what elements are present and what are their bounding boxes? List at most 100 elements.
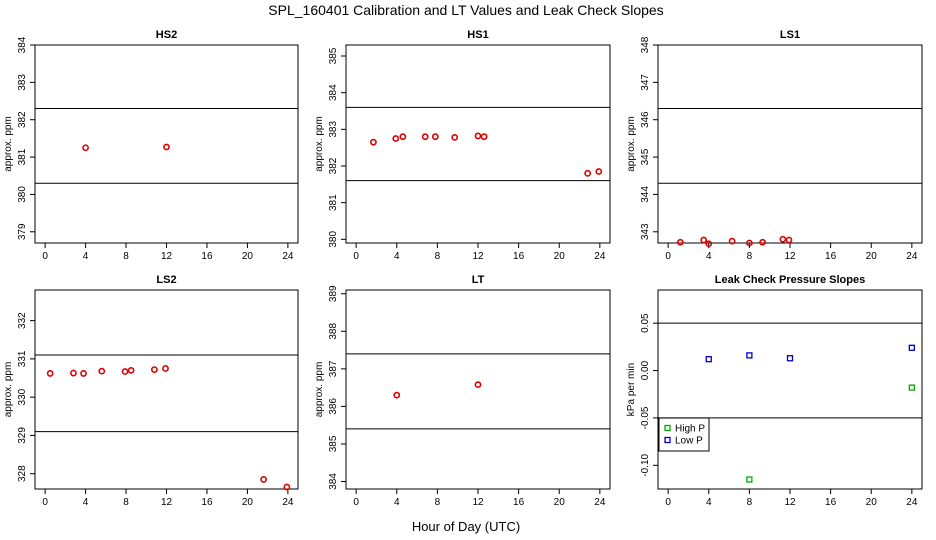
panel-6: Leak Check Pressure Slopes 0 4 8 12 16 20 24 -0.…	[626, 274, 923, 508]
data-point	[46, 370, 54, 377]
x-tick-label: 12	[161, 497, 173, 508]
y-tick-label: 384	[17, 36, 28, 53]
panel-title: LS2	[156, 274, 176, 286]
x-tick-label: 0	[665, 497, 671, 508]
y-tick-label: 346	[640, 111, 651, 128]
y-tick-label: -0.05	[640, 406, 651, 429]
y-tick-label: 384	[328, 84, 339, 101]
x-tick-label: 0	[353, 251, 359, 262]
x-tick-label: 0	[42, 497, 48, 508]
data-point	[163, 143, 170, 151]
x-tick-label: 24	[906, 251, 918, 262]
y-tick-label: 330	[17, 388, 28, 405]
y-tick-label: 388	[328, 323, 339, 340]
x-tick-label: 12	[784, 251, 796, 262]
x-tick-label: 24	[282, 497, 294, 508]
y-axis-label: approx. ppm	[314, 116, 325, 172]
x-tick-label: 0	[665, 251, 671, 262]
data-point-low-p	[908, 344, 915, 351]
x-tick-label: 8	[123, 497, 129, 508]
y-tick-label: 343	[640, 223, 651, 240]
x-tick-label: 20	[554, 497, 566, 508]
panel-1: HS2 0 4 8 12 16 20 24 379 380 381 382 383 384 approx. …	[3, 29, 299, 262]
x-tick-label: 16	[201, 251, 213, 262]
data-point	[121, 368, 129, 375]
x-tick-label: 20	[866, 251, 878, 262]
data-point	[595, 168, 603, 175]
panel-4: LS2 0 4 8 12 16 20 24 328 329 330 331 332 approx. ppm	[3, 274, 299, 508]
legend-marker-high-p	[664, 424, 671, 432]
x-tick-label: 8	[747, 497, 753, 508]
data-point	[421, 133, 429, 141]
panel-5: LT 0 4 8 12 16 20 24 384 385 386 387 388 389 approx. p…	[314, 274, 611, 508]
x-tick-label: 4	[706, 251, 712, 262]
figure-title: SPL_160401 Calibration and LT Values and…	[268, 2, 663, 18]
data-point	[474, 381, 482, 389]
y-tick-label: 383	[328, 121, 339, 138]
y-tick-label: 381	[17, 148, 28, 165]
y-tick-label: 385	[328, 47, 339, 64]
data-point	[150, 366, 158, 373]
panel-3: LS1 0 4 8 12 16 20 24 343 344 345 346 347 348 approx. …	[626, 29, 923, 262]
x-tick-label: 16	[513, 251, 525, 262]
y-axis-label: approx. ppm	[314, 362, 325, 418]
data-point	[474, 132, 482, 140]
data-point	[392, 135, 400, 142]
data-point	[98, 367, 106, 375]
data-point	[451, 133, 459, 141]
data-point	[431, 133, 439, 141]
panel-title: HS1	[467, 29, 488, 41]
x-tick-label: 12	[784, 497, 796, 508]
x-tick-label: 4	[394, 497, 400, 508]
legend-label: High P	[675, 424, 705, 435]
legend-label: Low P	[675, 436, 703, 447]
x-tick-label: 8	[123, 251, 129, 262]
y-tick-label: 331	[17, 350, 28, 367]
x-tick-label: 16	[825, 497, 837, 508]
data-point	[370, 138, 377, 146]
data-point-low-p	[786, 355, 794, 362]
y-tick-label: 382	[17, 111, 28, 128]
y-tick-label: 386	[328, 398, 339, 415]
data-point-high-p	[746, 476, 753, 483]
y-tick-label: 384	[328, 473, 339, 490]
data-point	[399, 133, 407, 141]
data-point	[676, 238, 684, 246]
y-tick-label: 389	[328, 285, 339, 302]
y-tick-label: 328	[17, 465, 28, 482]
data-point	[283, 483, 291, 491]
y-axis-label: approx. ppm	[3, 116, 14, 172]
x-tick-label: 24	[594, 251, 606, 262]
y-tick-label: 0.00	[640, 360, 651, 380]
x-tick-label: 20	[866, 497, 878, 508]
x-tick-label: 20	[242, 251, 254, 262]
x-tick-label: 16	[825, 251, 837, 262]
y-tick-label: 348	[640, 36, 651, 53]
y-tick-label: 380	[17, 186, 28, 203]
y-tick-label: 332	[17, 312, 28, 329]
x-tick-label: 0	[353, 497, 359, 508]
y-tick-label: 345	[640, 148, 651, 165]
y-axis-label: approx. ppm	[3, 362, 14, 418]
data-point	[779, 235, 787, 243]
data-point	[759, 238, 766, 246]
legend-marker-low-p	[664, 436, 671, 444]
panel-title: LS1	[780, 29, 800, 41]
y-tick-label: 344	[640, 186, 651, 203]
data-point	[162, 365, 169, 372]
x-tick-label: 0	[42, 251, 48, 262]
y-tick-label: 385	[328, 435, 339, 452]
legend-box	[658, 417, 710, 452]
data-point	[700, 236, 708, 244]
x-tick-label: 8	[435, 497, 441, 508]
x-tick-label: 4	[83, 497, 89, 508]
y-tick-label: 381	[328, 194, 339, 211]
x-tick-label: 24	[594, 497, 606, 508]
panel-2: HS1 0 4 8 12 16 20 24 380 381 382 383 384 385 approx. …	[314, 29, 611, 262]
data-point	[70, 369, 77, 377]
data-point-high-p	[908, 384, 915, 391]
x-tick-label: 8	[747, 251, 753, 262]
x-tick-label: 20	[554, 251, 566, 262]
